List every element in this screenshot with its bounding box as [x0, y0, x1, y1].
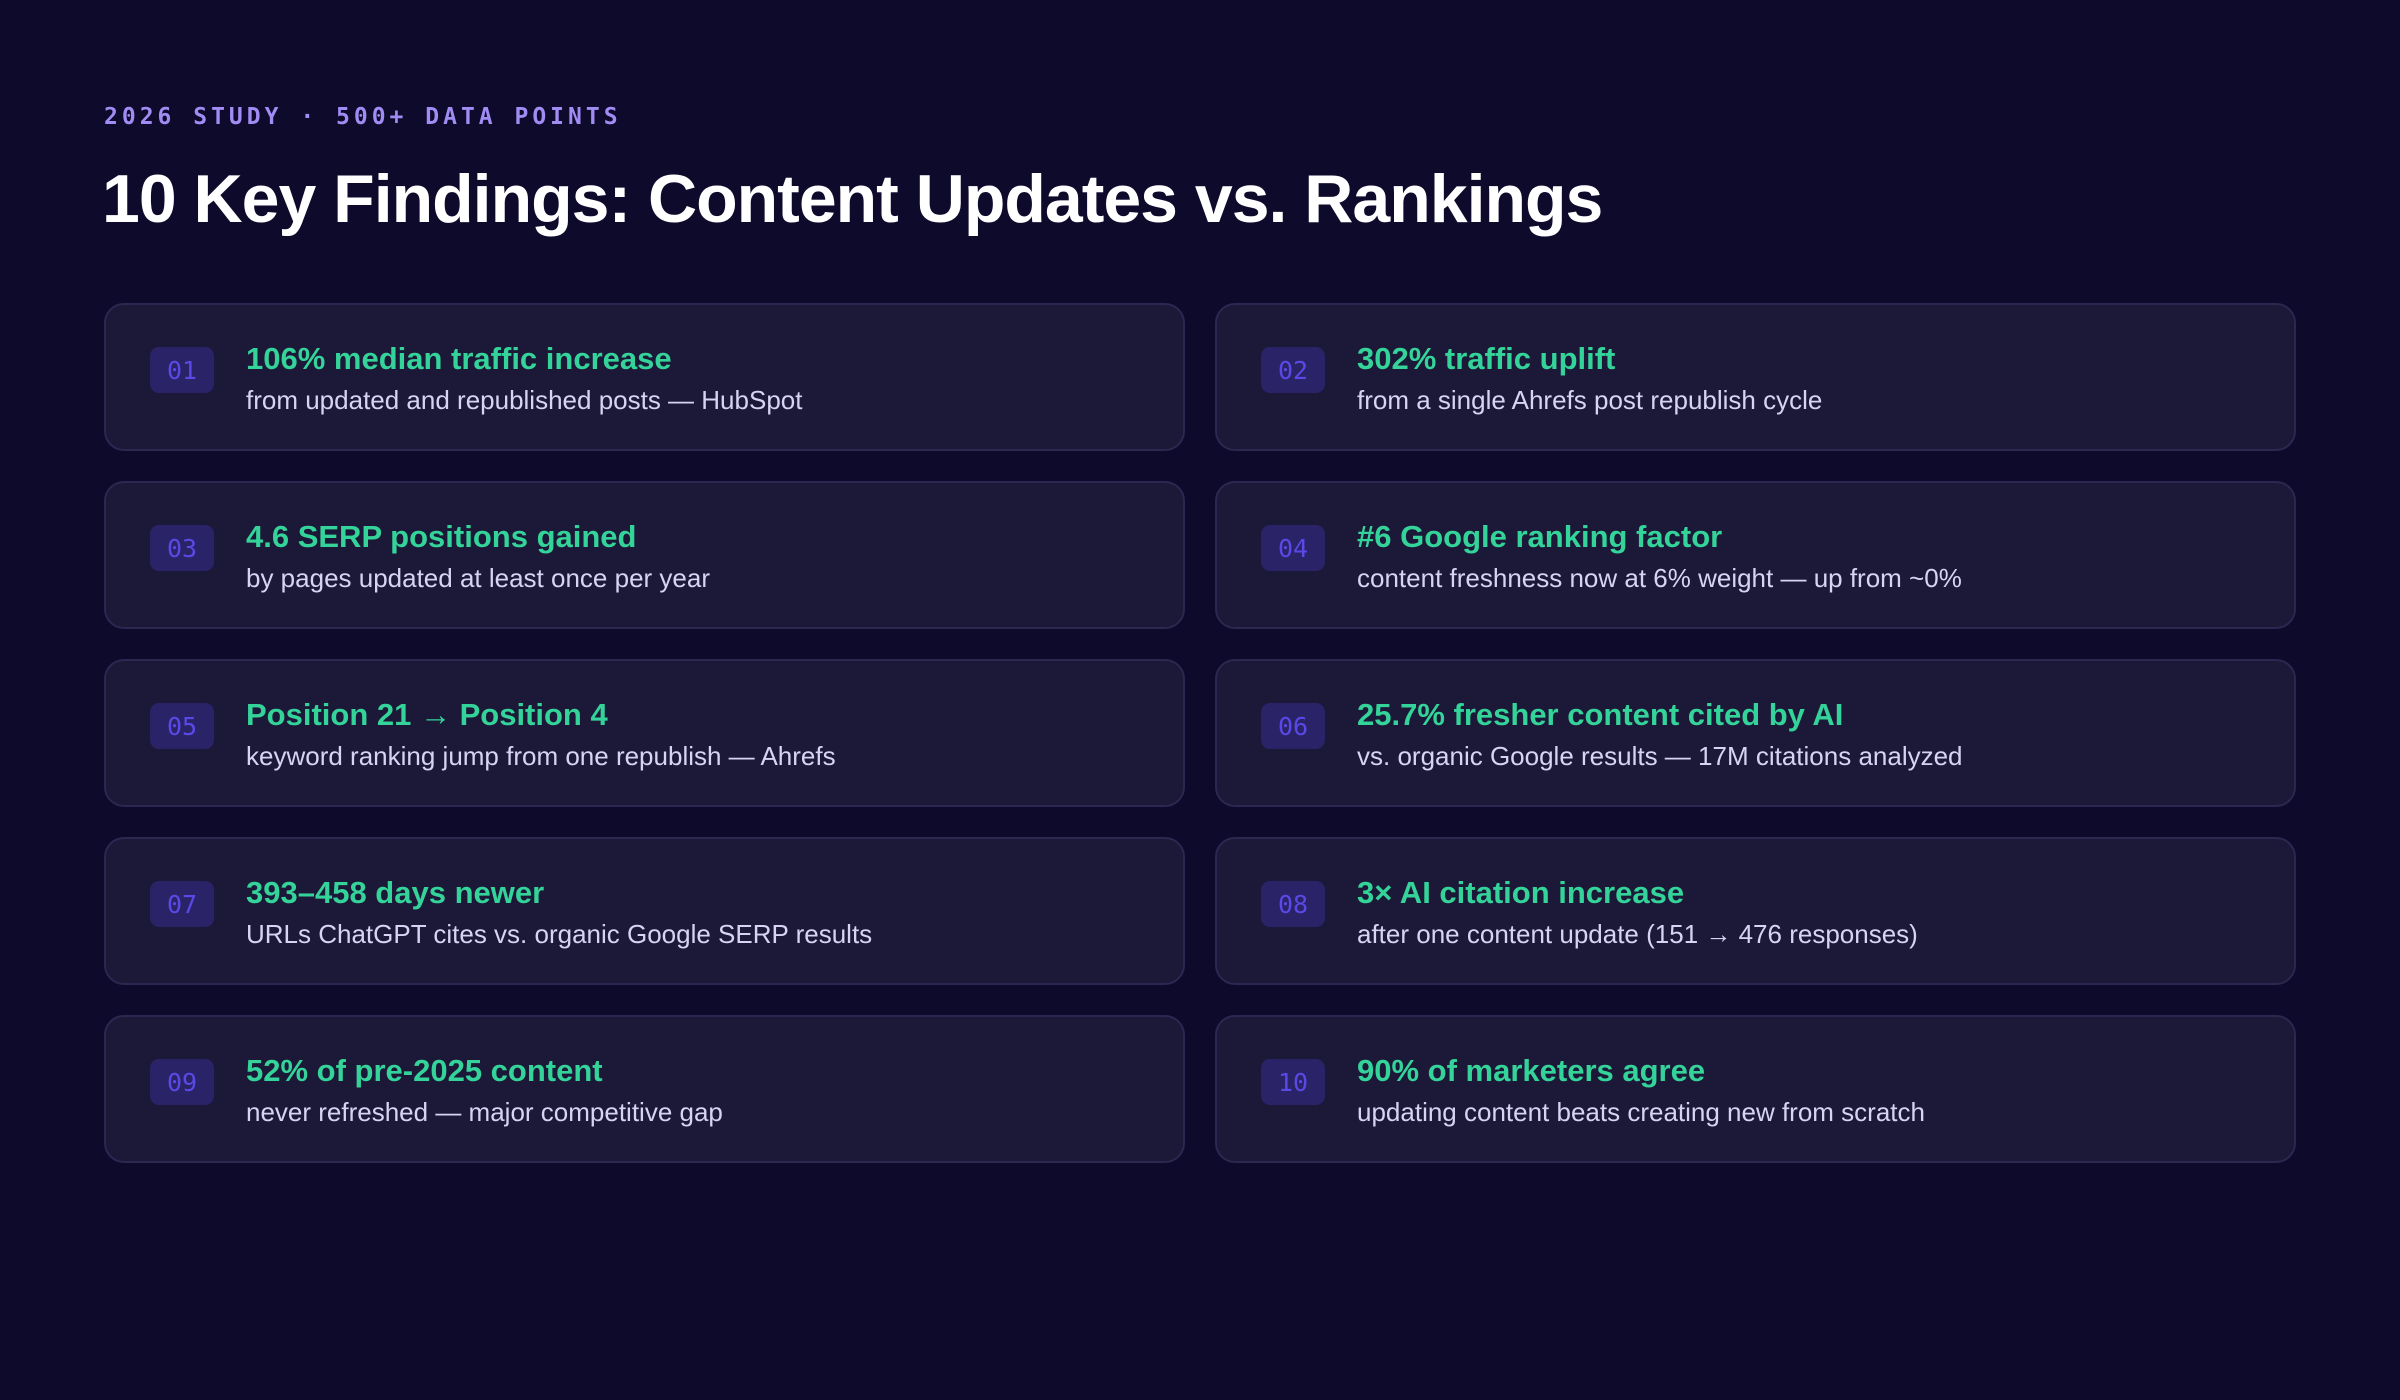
finding-card: 03 4.6 SERP positions gained by pages upda…: [104, 481, 1185, 629]
finding-number-badge: 02: [1261, 347, 1325, 393]
page-title: 10 Key Findings: Content Updates vs. Ran…: [102, 161, 1603, 237]
finding-number-badge: 07: [150, 881, 214, 927]
finding-card: 07 393–458 days newer URLs ChatGPT cites v…: [104, 837, 1185, 985]
finding-detail: URLs ChatGPT cites vs. organic Google SE…: [246, 919, 873, 949]
finding-detail: by pages updated at least once per year: [246, 563, 710, 593]
finding-detail: content freshness now at 6% weight — up …: [1357, 563, 1962, 593]
finding-headline: 3× AI citation increase: [1357, 875, 1685, 910]
finding-headline: 25.7% fresher content cited by AI: [1357, 697, 1844, 732]
finding-headline: 52% of pre-2025 content: [246, 1053, 603, 1088]
finding-number-badge: 10: [1261, 1059, 1325, 1105]
findings-grid: 01 106% median traffic increase from updat…: [104, 303, 2296, 1163]
finding-detail: updating content beats creating new from…: [1357, 1097, 1925, 1127]
finding-detail: from a single Ahrefs post republish cycl…: [1357, 385, 1823, 415]
finding-detail: never refreshed — major competitive gap: [246, 1097, 723, 1127]
finding-number-badge: 06: [1261, 703, 1325, 749]
finding-number-badge: 05: [150, 703, 214, 749]
finding-card: 02 302% traffic uplift from a single Ahref…: [1215, 303, 2296, 451]
finding-number-badge: 04: [1261, 525, 1325, 571]
finding-detail: vs. organic Google results — 17M citatio…: [1357, 741, 1963, 771]
finding-headline: 90% of marketers agree: [1357, 1053, 1706, 1088]
finding-card: 05 Position 21 → Position 4 keyword rankin…: [104, 659, 1185, 807]
finding-detail: after one content update (151 → 476 resp…: [1357, 919, 1918, 949]
finding-headline: #6 Google ranking factor: [1357, 519, 1723, 554]
finding-card: 01 106% median traffic increase from updat…: [104, 303, 1185, 451]
finding-number-badge: 01: [150, 347, 214, 393]
finding-number-badge: 08: [1261, 881, 1325, 927]
finding-card: 10 90% of marketers agree updating content…: [1215, 1015, 2296, 1163]
eyebrow-label: 2026 STUDY · 500+ DATA POINTS: [104, 104, 622, 130]
finding-headline: 106% median traffic increase: [246, 341, 672, 376]
finding-headline: 4.6 SERP positions gained: [246, 519, 637, 554]
finding-detail: keyword ranking jump from one republish …: [246, 741, 836, 771]
finding-headline: 302% traffic uplift: [1357, 341, 1616, 376]
finding-detail: from updated and republished posts — Hub…: [246, 385, 803, 415]
finding-number-badge: 03: [150, 525, 214, 571]
finding-card: 09 52% of pre-2025 content never refreshed…: [104, 1015, 1185, 1163]
finding-card: 04 #6 Google ranking factor content freshn…: [1215, 481, 2296, 629]
finding-card: 06 25.7% fresher content cited by AI vs. o…: [1215, 659, 2296, 807]
finding-headline: 393–458 days newer: [246, 875, 545, 910]
finding-headline: Position 21 → Position 4: [246, 697, 608, 732]
finding-number-badge: 09: [150, 1059, 214, 1105]
finding-card: 08 3× AI citation increase after one conte…: [1215, 837, 2296, 985]
